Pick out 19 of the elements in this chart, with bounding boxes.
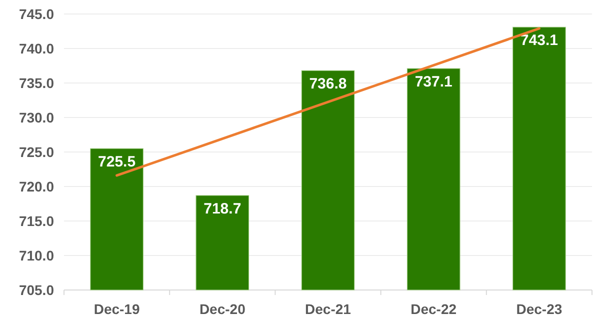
y-tick-label: 745.0 — [18, 6, 54, 22]
x-tick-label: Dec-21 — [305, 301, 352, 317]
data-label: 725.5 — [98, 154, 136, 171]
y-tick-label: 725.0 — [18, 144, 54, 160]
y-tick-label: 720.0 — [18, 178, 54, 194]
data-label: 743.1 — [520, 32, 558, 50]
data-label: 737.1 — [414, 74, 452, 91]
y-tick-label: 735.0 — [18, 74, 54, 91]
y-tick-label: 740.0 — [18, 40, 54, 56]
x-tick-label: Dec-23 — [516, 301, 562, 317]
x-tick-label: Dec-22 — [410, 301, 457, 317]
data-label: 718.7 — [204, 200, 242, 218]
y-tick-label: 715.0 — [18, 212, 54, 229]
data-label: 736.8 — [309, 76, 347, 93]
x-tick-label: Dec-19 — [94, 301, 140, 317]
y-tick-label: 705.0 — [18, 282, 54, 298]
y-tick-label: 730.0 — [18, 109, 54, 126]
x-tick-label: Dec-20 — [199, 301, 246, 317]
y-tick-label: 710.0 — [18, 247, 54, 264]
